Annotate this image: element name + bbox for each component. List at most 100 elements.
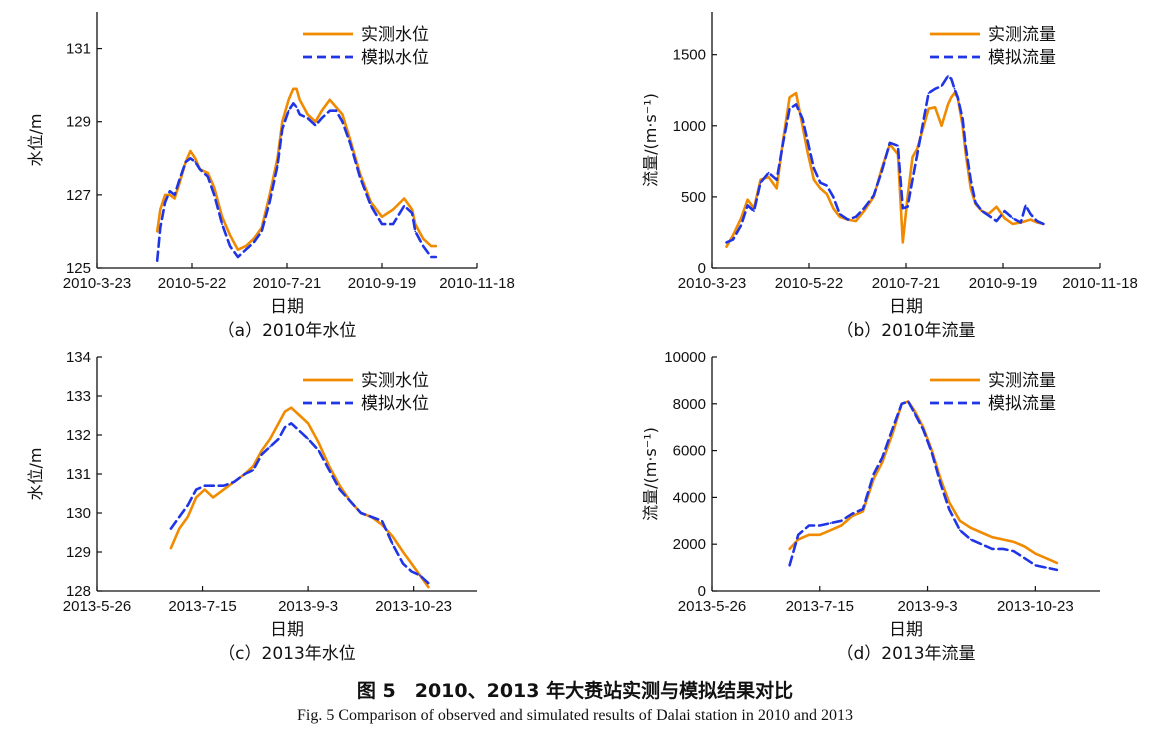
y-tick-label: 128 bbox=[66, 583, 91, 600]
data-point-observed bbox=[328, 98, 331, 101]
y-tick-label: 127 bbox=[66, 187, 91, 204]
data-point-simulated bbox=[956, 96, 959, 99]
data-point-simulated bbox=[1036, 220, 1038, 223]
data-point-simulated bbox=[1045, 566, 1047, 569]
data-point-observed bbox=[402, 551, 404, 553]
data-point-simulated bbox=[184, 161, 187, 163]
data-point-simulated bbox=[832, 196, 835, 198]
data-point-simulated bbox=[298, 430, 301, 432]
data-point-observed bbox=[298, 98, 301, 101]
data-point-simulated bbox=[277, 438, 280, 440]
data-point-simulated bbox=[934, 87, 936, 90]
data-point-simulated bbox=[981, 210, 983, 213]
data-point-simulated bbox=[846, 218, 849, 221]
data-point-observed bbox=[1034, 552, 1037, 555]
data-point-observed bbox=[819, 187, 822, 190]
data-point-observed bbox=[252, 237, 255, 240]
data-point-observed bbox=[284, 410, 286, 413]
data-point-observed bbox=[1003, 217, 1006, 220]
figure-caption-chinese: 图 5 2010、2013 年大赉站实测与模拟结果对比 bbox=[356, 680, 794, 702]
data-point-simulated bbox=[991, 548, 994, 550]
x-tick-label: 2010-5-22 bbox=[158, 275, 226, 292]
x-tick-label: 2013-7-15 bbox=[168, 598, 236, 615]
data-point-observed bbox=[950, 96, 953, 99]
y-tick-label: 4000 bbox=[673, 489, 706, 506]
data-point-simulated bbox=[947, 75, 949, 77]
panel-caption: （c）2013年水位 bbox=[218, 644, 356, 664]
data-point-observed bbox=[422, 237, 425, 240]
chart-panel-c: 128 129 130 131 132 133 134 2013-5-26 2013-7-15 2… bbox=[26, 349, 477, 664]
data-point-simulated bbox=[901, 207, 904, 210]
data-point-simulated bbox=[922, 117, 925, 120]
data-point-observed bbox=[186, 516, 189, 518]
data-point-observed bbox=[335, 106, 337, 108]
data-point-simulated bbox=[233, 480, 236, 483]
y-axis-title: 水位/m bbox=[26, 114, 45, 167]
data-point-simulated bbox=[284, 426, 286, 429]
data-point-simulated bbox=[950, 77, 953, 80]
data-point-simulated bbox=[237, 256, 239, 258]
data-point-simulated bbox=[959, 529, 961, 532]
data-point-observed bbox=[338, 484, 341, 487]
data-point-observed bbox=[213, 186, 216, 189]
data-point-simulated bbox=[360, 512, 362, 514]
chart-panel-d: 0 2000 4000 6000 8000 10000 2013-5-26 2013-7-15… bbox=[641, 349, 1100, 664]
data-point-simulated bbox=[863, 207, 865, 210]
data-point-simulated bbox=[862, 508, 864, 510]
data-point-simulated bbox=[195, 488, 198, 491]
data-point-simulated bbox=[1024, 204, 1027, 207]
data-point-simulated bbox=[840, 519, 843, 522]
data-point-simulated bbox=[980, 543, 983, 546]
y-tick-label: 131 bbox=[66, 466, 91, 483]
data-point-observed bbox=[862, 510, 864, 513]
data-point-observed bbox=[851, 515, 853, 517]
data-point-simulated bbox=[370, 516, 373, 518]
data-point-observed bbox=[298, 414, 301, 417]
data-point-simulated bbox=[260, 230, 263, 233]
data-point-observed bbox=[392, 208, 394, 211]
data-point-observed bbox=[795, 92, 797, 94]
data-point-simulated bbox=[290, 422, 293, 425]
data-point-observed bbox=[229, 234, 231, 237]
data-point-simulated bbox=[838, 213, 841, 215]
data-point-simulated bbox=[206, 175, 209, 178]
data-point-simulated bbox=[252, 469, 255, 471]
data-point-simulated bbox=[1029, 213, 1032, 215]
series-line-observed bbox=[788, 400, 1059, 565]
data-point-observed bbox=[940, 124, 943, 127]
data-point-simulated bbox=[427, 582, 430, 585]
data-point-simulated bbox=[931, 452, 933, 454]
x-axis-title: 日期 bbox=[889, 297, 923, 317]
data-point-simulated bbox=[269, 445, 271, 448]
data-point-observed bbox=[195, 496, 198, 499]
data-point-observed bbox=[840, 524, 843, 527]
data-point-observed bbox=[732, 234, 734, 237]
data-point-simulated bbox=[961, 117, 964, 120]
x-tick-label: 2010-9-19 bbox=[348, 275, 416, 292]
legend-label: 模拟水位 bbox=[361, 48, 429, 68]
data-point-simulated bbox=[892, 426, 894, 429]
data-point-simulated bbox=[222, 484, 225, 487]
y-axis-title: 水位/m bbox=[26, 448, 45, 501]
data-point-observed bbox=[290, 406, 293, 409]
data-point-observed bbox=[189, 150, 192, 152]
data-point-observed bbox=[281, 120, 284, 123]
data-point-simulated bbox=[797, 533, 800, 536]
data-point-observed bbox=[277, 422, 280, 425]
series-line-simulated bbox=[788, 400, 1059, 572]
data-point-simulated bbox=[411, 212, 413, 215]
data-point-simulated bbox=[221, 223, 224, 226]
data-point-simulated bbox=[964, 146, 967, 149]
data-point-observed bbox=[801, 124, 804, 127]
x-tick-label: 2010-5-22 bbox=[775, 275, 843, 292]
data-point-observed bbox=[427, 586, 430, 588]
data-point-observed bbox=[740, 217, 742, 220]
data-point-simulated bbox=[203, 484, 206, 487]
data-point-simulated bbox=[402, 562, 404, 565]
data-point-simulated bbox=[969, 538, 972, 541]
y-tick-label: 0 bbox=[698, 583, 706, 600]
data-point-simulated bbox=[732, 238, 734, 241]
